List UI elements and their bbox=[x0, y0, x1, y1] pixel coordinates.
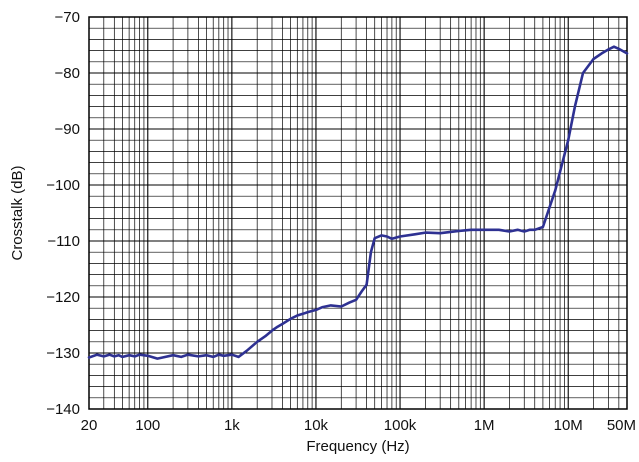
plot-frame bbox=[88, 16, 628, 410]
y-tick-label: −100 bbox=[46, 177, 80, 194]
y-tick-label: −140 bbox=[46, 401, 80, 418]
y-axis-title: Crosstalk (dB) bbox=[9, 165, 26, 260]
x-tick-label: 100k bbox=[384, 417, 417, 434]
y-tick-labels: −70 −80 −90 −100 −110 −120 −130 −140 bbox=[46, 9, 80, 418]
data-layer bbox=[87, 45, 629, 360]
x-tick-label: 100 bbox=[135, 417, 160, 434]
x-tick-label: 1M bbox=[474, 417, 495, 434]
x-tick-label: 20 bbox=[81, 417, 98, 434]
x-tick-label: 50M bbox=[607, 417, 636, 434]
y-tick-label: −120 bbox=[46, 289, 80, 306]
series-line-0 bbox=[87, 45, 629, 360]
x-tick-label: 10M bbox=[554, 417, 583, 434]
y-tick-label: −80 bbox=[55, 65, 80, 82]
grid-major bbox=[89, 17, 627, 409]
y-tick-label: −90 bbox=[55, 121, 80, 138]
x-tick-label: 1k bbox=[224, 417, 240, 434]
x-axis-title: Frequency (Hz) bbox=[306, 438, 409, 455]
x-tick-labels: 20 100 1k 10k 100k 1M 10M 50M bbox=[81, 417, 636, 434]
y-tick-label: −130 bbox=[46, 345, 80, 362]
grid-minor bbox=[89, 17, 627, 409]
x-tick-label: 10k bbox=[304, 417, 329, 434]
y-tick-label: −110 bbox=[47, 233, 80, 250]
y-tick-label: −70 bbox=[55, 9, 80, 26]
